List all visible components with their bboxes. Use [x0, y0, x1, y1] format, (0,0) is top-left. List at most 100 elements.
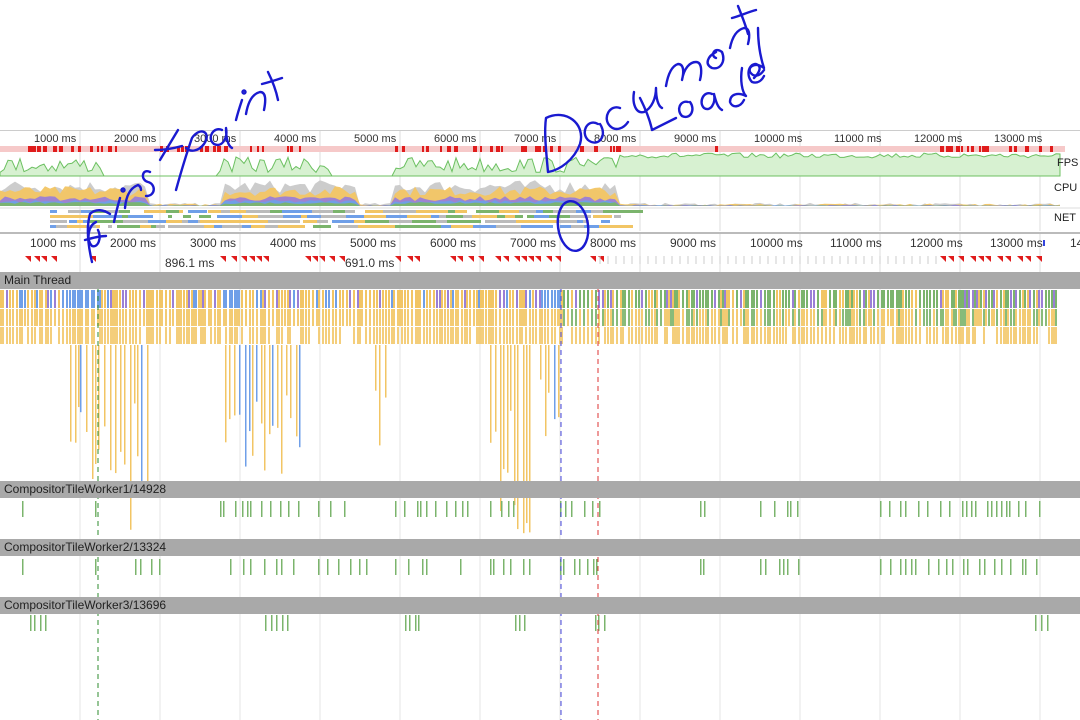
trace-event[interactable]	[268, 290, 270, 308]
trace-event[interactable]	[241, 309, 243, 326]
trace-event-stack[interactable]	[558, 345, 560, 418]
trace-event[interactable]	[571, 327, 573, 344]
trace-event[interactable]	[165, 327, 167, 344]
trace-event[interactable]	[823, 290, 825, 308]
compositor-task[interactable]	[529, 559, 531, 575]
trace-event[interactable]	[747, 327, 749, 344]
trace-event[interactable]	[1029, 327, 1031, 344]
trace-event[interactable]	[900, 327, 902, 344]
trace-event[interactable]	[47, 309, 49, 326]
trace-event[interactable]	[782, 309, 784, 326]
trace-event[interactable]	[34, 327, 36, 344]
trace-event[interactable]	[1000, 309, 1002, 326]
trace-event[interactable]	[512, 309, 514, 326]
trace-event[interactable]	[188, 327, 190, 344]
thread-header-main[interactable]: Main Thread	[0, 272, 1080, 289]
trace-event[interactable]	[873, 309, 875, 326]
trace-event[interactable]	[2, 290, 4, 308]
trace-event[interactable]	[225, 309, 227, 326]
trace-event[interactable]	[249, 309, 251, 326]
trace-event[interactable]	[942, 309, 944, 326]
trace-event[interactable]	[132, 290, 134, 308]
trace-event[interactable]	[718, 309, 720, 326]
trace-event[interactable]	[45, 309, 47, 326]
trace-event[interactable]	[993, 290, 995, 308]
trace-event[interactable]	[200, 290, 202, 308]
trace-event[interactable]	[988, 309, 990, 326]
trace-event[interactable]	[93, 327, 95, 344]
trace-event[interactable]	[302, 309, 304, 326]
trace-event[interactable]	[79, 290, 81, 308]
trace-event[interactable]	[722, 290, 724, 308]
trace-event[interactable]	[699, 327, 701, 344]
trace-event[interactable]	[308, 309, 310, 326]
trace-event[interactable]	[724, 290, 726, 308]
trace-event[interactable]	[116, 309, 118, 326]
trace-event[interactable]	[186, 290, 188, 308]
trace-event[interactable]	[407, 327, 409, 344]
compositor-task[interactable]	[276, 615, 278, 631]
trace-event[interactable]	[620, 290, 622, 308]
trace-event[interactable]	[379, 309, 381, 326]
trace-event[interactable]	[847, 290, 849, 308]
compositor-task[interactable]	[703, 559, 705, 575]
compositor-task[interactable]	[991, 501, 993, 517]
trace-event[interactable]	[769, 309, 771, 326]
trace-event[interactable]	[988, 290, 990, 308]
trace-event[interactable]	[631, 309, 633, 326]
compositor-task[interactable]	[435, 501, 437, 517]
trace-event[interactable]	[411, 290, 413, 308]
trace-event[interactable]	[27, 290, 29, 308]
trace-event[interactable]	[122, 290, 124, 308]
trace-event[interactable]	[773, 309, 775, 326]
trace-event[interactable]	[373, 309, 375, 326]
trace-event[interactable]	[423, 309, 425, 326]
trace-event[interactable]	[711, 290, 713, 308]
trace-event[interactable]	[452, 327, 454, 344]
trace-event[interactable]	[1005, 290, 1007, 308]
trace-event[interactable]	[1024, 290, 1026, 308]
trace-event[interactable]	[833, 309, 835, 326]
trace-event[interactable]	[561, 309, 563, 326]
compositor-task[interactable]	[704, 501, 706, 517]
trace-event[interactable]	[1019, 290, 1021, 308]
trace-event[interactable]	[567, 309, 569, 326]
trace-event[interactable]	[480, 327, 482, 344]
trace-event[interactable]	[276, 327, 278, 344]
trace-event[interactable]	[845, 327, 847, 344]
trace-event[interactable]	[764, 309, 766, 326]
trace-event[interactable]	[851, 290, 853, 308]
compositor-task[interactable]	[1039, 501, 1041, 517]
trace-event[interactable]	[551, 327, 553, 344]
trace-event[interactable]	[1013, 309, 1015, 326]
trace-event[interactable]	[391, 309, 393, 326]
trace-event[interactable]	[756, 309, 758, 326]
trace-event[interactable]	[794, 290, 796, 308]
trace-event[interactable]	[839, 309, 841, 326]
trace-event[interactable]	[911, 290, 913, 308]
trace-event[interactable]	[382, 309, 384, 326]
trace-event[interactable]	[711, 309, 713, 326]
trace-event[interactable]	[1000, 327, 1002, 344]
trace-event[interactable]	[682, 309, 684, 326]
trace-event[interactable]	[792, 309, 794, 326]
trace-event[interactable]	[983, 327, 985, 344]
compositor-task[interactable]	[510, 559, 512, 575]
trace-event[interactable]	[195, 327, 197, 344]
trace-event[interactable]	[457, 327, 459, 344]
trace-event[interactable]	[176, 290, 178, 308]
trace-event[interactable]	[506, 309, 508, 326]
trace-event[interactable]	[976, 290, 978, 308]
trace-event[interactable]	[385, 327, 387, 344]
trace-event-stack[interactable]	[75, 345, 77, 443]
trace-event[interactable]	[316, 290, 318, 308]
trace-event[interactable]	[152, 327, 154, 344]
trace-event[interactable]	[39, 309, 41, 326]
trace-event[interactable]	[896, 327, 898, 344]
trace-event-stack[interactable]	[269, 345, 271, 435]
trace-event[interactable]	[99, 327, 101, 344]
trace-event[interactable]	[870, 290, 872, 308]
trace-event[interactable]	[693, 309, 695, 326]
trace-event[interactable]	[947, 290, 949, 308]
trace-event[interactable]	[104, 327, 106, 344]
